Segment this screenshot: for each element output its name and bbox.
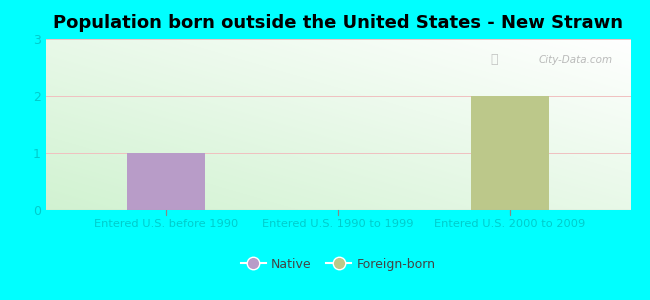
Text: City-Data.com: City-Data.com xyxy=(539,55,613,64)
Title: Population born outside the United States - New Strawn: Population born outside the United State… xyxy=(53,14,623,32)
Bar xyxy=(471,96,549,210)
Bar xyxy=(127,153,205,210)
Text: ⓘ: ⓘ xyxy=(490,53,498,66)
Legend: Native, Foreign-born: Native, Foreign-born xyxy=(236,253,440,276)
